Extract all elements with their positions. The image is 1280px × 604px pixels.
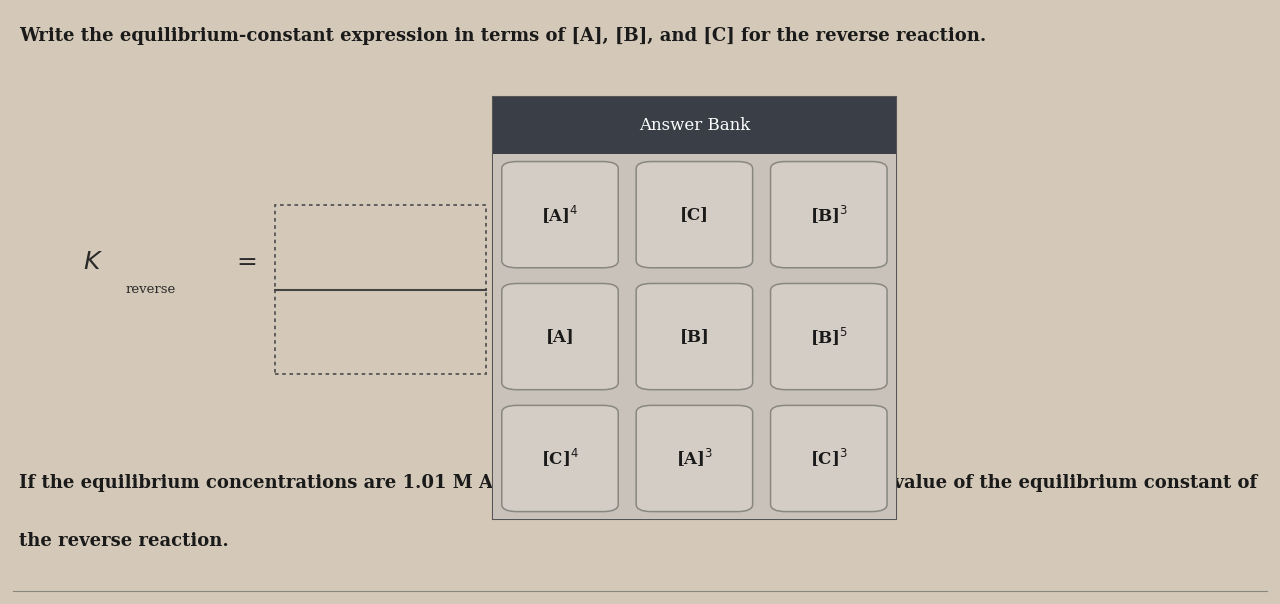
Text: $\mathit{K}$: $\mathit{K}$ [83, 251, 104, 274]
Text: =: = [237, 251, 257, 274]
FancyBboxPatch shape [771, 283, 887, 390]
Text: [A]$^3$: [A]$^3$ [676, 448, 713, 469]
FancyBboxPatch shape [636, 405, 753, 512]
Text: [C]: [C] [680, 206, 709, 223]
FancyBboxPatch shape [493, 154, 896, 519]
Text: [B]: [B] [680, 328, 709, 345]
FancyBboxPatch shape [502, 162, 618, 268]
Text: If the equilibrium concentrations are 1.01 M A, 1.27 M B, and 2.59 M C, calculat: If the equilibrium concentrations are 1.… [19, 474, 1257, 492]
Text: [A]: [A] [545, 328, 575, 345]
FancyBboxPatch shape [636, 283, 753, 390]
Text: [C]$^3$: [C]$^3$ [810, 448, 847, 469]
FancyBboxPatch shape [502, 405, 618, 512]
Text: reverse: reverse [125, 283, 175, 297]
Text: Answer Bank: Answer Bank [639, 117, 750, 133]
FancyBboxPatch shape [771, 405, 887, 512]
FancyBboxPatch shape [493, 97, 896, 519]
Text: [B]$^5$: [B]$^5$ [810, 326, 847, 347]
Text: [C]$^4$: [C]$^4$ [541, 448, 579, 469]
Text: [A]$^4$: [A]$^4$ [541, 204, 579, 226]
Text: Write the equilibrium-constant expression in terms of [A], [B], and [C] for the : Write the equilibrium-constant expressio… [19, 27, 987, 45]
FancyBboxPatch shape [771, 162, 887, 268]
FancyBboxPatch shape [502, 283, 618, 390]
FancyBboxPatch shape [493, 97, 896, 154]
Text: the reverse reaction.: the reverse reaction. [19, 532, 229, 550]
Text: [B]$^3$: [B]$^3$ [809, 204, 849, 226]
FancyBboxPatch shape [636, 162, 753, 268]
